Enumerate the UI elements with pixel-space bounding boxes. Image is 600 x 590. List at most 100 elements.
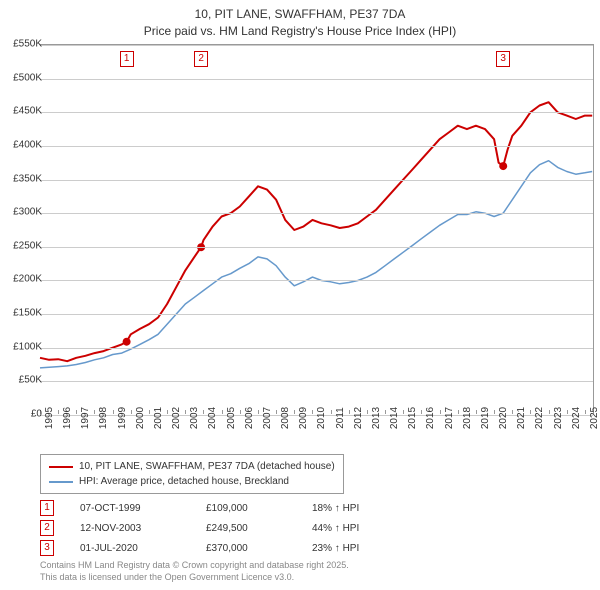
x-tick-mark bbox=[58, 410, 59, 414]
x-tick-label: 2007 bbox=[262, 407, 273, 429]
footer-line: This data is licensed under the Open Gov… bbox=[40, 572, 349, 584]
y-tick-label: £550K bbox=[4, 39, 42, 50]
y-tick-label: £100K bbox=[4, 341, 42, 352]
x-tick-mark bbox=[385, 410, 386, 414]
chart-marker-box: 2 bbox=[194, 51, 208, 67]
footer-attribution: Contains HM Land Registry data © Crown c… bbox=[40, 560, 349, 583]
y-tick-label: £200K bbox=[4, 274, 42, 285]
gridline bbox=[40, 79, 593, 80]
y-tick-label: £300K bbox=[4, 207, 42, 218]
event-delta: 18% ↑ HPI bbox=[312, 503, 392, 514]
x-tick-mark bbox=[403, 410, 404, 414]
x-tick-label: 2009 bbox=[298, 407, 309, 429]
x-tick-label: 2016 bbox=[425, 407, 436, 429]
gridline bbox=[40, 213, 593, 214]
legend-label: 10, PIT LANE, SWAFFHAM, PE37 7DA (detach… bbox=[79, 459, 335, 474]
x-tick-label: 2014 bbox=[389, 407, 400, 429]
x-tick-label: 2006 bbox=[244, 407, 255, 429]
gridline bbox=[40, 314, 593, 315]
x-tick-mark bbox=[167, 410, 168, 414]
gridline bbox=[40, 45, 593, 46]
sale-dot bbox=[123, 338, 131, 346]
series-line bbox=[40, 161, 592, 368]
legend-row: 10, PIT LANE, SWAFFHAM, PE37 7DA (detach… bbox=[49, 459, 335, 474]
x-tick-label: 1997 bbox=[80, 407, 91, 429]
x-tick-mark bbox=[312, 410, 313, 414]
x-tick-mark bbox=[421, 410, 422, 414]
event-date: 07-OCT-1999 bbox=[80, 503, 180, 514]
x-tick-label: 2010 bbox=[316, 407, 327, 429]
x-tick-mark bbox=[367, 410, 368, 414]
event-delta: 23% ↑ HPI bbox=[312, 543, 392, 554]
y-tick-label: £450K bbox=[4, 106, 42, 117]
event-marker-box: 2 bbox=[40, 520, 54, 536]
event-marker-box: 3 bbox=[40, 540, 54, 556]
x-tick-label: 2002 bbox=[171, 407, 182, 429]
chart-marker-box: 1 bbox=[120, 51, 134, 67]
title-line-2: Price paid vs. HM Land Registry's House … bbox=[0, 23, 600, 40]
y-tick-label: £350K bbox=[4, 173, 42, 184]
event-price: £109,000 bbox=[206, 503, 286, 514]
x-tick-mark bbox=[567, 410, 568, 414]
x-tick-label: 2000 bbox=[135, 407, 146, 429]
gridline bbox=[40, 146, 593, 147]
x-tick-mark bbox=[203, 410, 204, 414]
x-tick-label: 2003 bbox=[189, 407, 200, 429]
event-price: £249,500 bbox=[206, 523, 286, 534]
x-tick-mark bbox=[494, 410, 495, 414]
legend-box: 10, PIT LANE, SWAFFHAM, PE37 7DA (detach… bbox=[40, 454, 344, 494]
x-tick-label: 2025 bbox=[589, 407, 600, 429]
footer-line: Contains HM Land Registry data © Crown c… bbox=[40, 560, 349, 572]
x-tick-mark bbox=[331, 410, 332, 414]
x-tick-mark bbox=[440, 410, 441, 414]
x-tick-label: 2017 bbox=[444, 407, 455, 429]
event-delta: 44% ↑ HPI bbox=[312, 523, 392, 534]
chart-svg bbox=[40, 45, 593, 414]
x-tick-mark bbox=[258, 410, 259, 414]
gridline bbox=[40, 247, 593, 248]
gridline bbox=[40, 280, 593, 281]
chart-container: 10, PIT LANE, SWAFFHAM, PE37 7DA Price p… bbox=[0, 0, 600, 590]
y-tick-label: £0 bbox=[4, 409, 42, 420]
event-row: 3 01-JUL-2020 £370,000 23% ↑ HPI bbox=[40, 538, 392, 558]
x-axis: 1995199619971998199920002001200220032004… bbox=[40, 414, 594, 454]
x-tick-mark bbox=[458, 410, 459, 414]
x-tick-mark bbox=[349, 410, 350, 414]
x-tick-label: 2015 bbox=[407, 407, 418, 429]
x-tick-mark bbox=[549, 410, 550, 414]
x-tick-mark bbox=[149, 410, 150, 414]
gridline bbox=[40, 180, 593, 181]
x-tick-mark bbox=[185, 410, 186, 414]
x-tick-label: 2011 bbox=[335, 407, 346, 429]
title-block: 10, PIT LANE, SWAFFHAM, PE37 7DA Price p… bbox=[0, 0, 600, 40]
gridline bbox=[40, 381, 593, 382]
y-tick-label: £400K bbox=[4, 139, 42, 150]
event-date: 01-JUL-2020 bbox=[80, 543, 180, 554]
x-tick-mark bbox=[512, 410, 513, 414]
x-tick-mark bbox=[94, 410, 95, 414]
x-tick-mark bbox=[240, 410, 241, 414]
legend-swatch bbox=[49, 466, 73, 468]
y-tick-label: £150K bbox=[4, 308, 42, 319]
x-tick-label: 2012 bbox=[353, 407, 364, 429]
x-tick-label: 2001 bbox=[153, 407, 164, 429]
x-tick-mark bbox=[131, 410, 132, 414]
x-tick-label: 1998 bbox=[98, 407, 109, 429]
event-row: 1 07-OCT-1999 £109,000 18% ↑ HPI bbox=[40, 498, 392, 518]
x-tick-label: 2018 bbox=[462, 407, 473, 429]
x-tick-label: 2022 bbox=[534, 407, 545, 429]
x-tick-mark bbox=[76, 410, 77, 414]
x-tick-label: 2005 bbox=[226, 407, 237, 429]
x-tick-mark bbox=[294, 410, 295, 414]
x-tick-label: 2019 bbox=[480, 407, 491, 429]
gridline bbox=[40, 348, 593, 349]
x-tick-label: 1995 bbox=[44, 407, 55, 429]
x-tick-label: 2008 bbox=[280, 407, 291, 429]
x-tick-label: 1996 bbox=[62, 407, 73, 429]
sale-dot bbox=[499, 162, 507, 170]
x-tick-mark bbox=[530, 410, 531, 414]
y-tick-label: £500K bbox=[4, 72, 42, 83]
x-tick-label: 2020 bbox=[498, 407, 509, 429]
x-tick-mark bbox=[113, 410, 114, 414]
x-tick-label: 2004 bbox=[207, 407, 218, 429]
